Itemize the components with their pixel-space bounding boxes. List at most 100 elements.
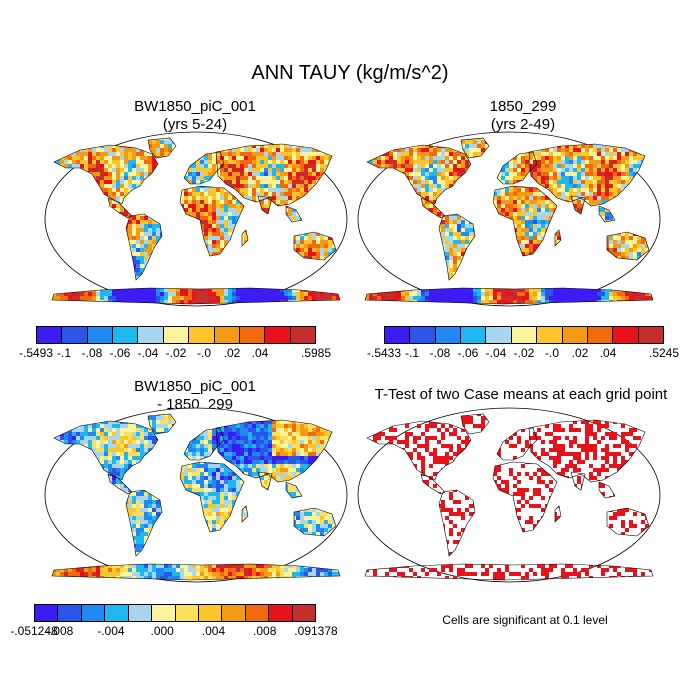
colorbar-tick-label: -.06 <box>457 346 479 360</box>
panel-title-control-line1: 1850_299 <box>489 98 557 115</box>
colorbar-swatch <box>385 327 411 343</box>
coastline-centralamerica <box>107 473 133 495</box>
coastline-greenland <box>460 137 490 159</box>
colorbar-tick-label: -.0 <box>196 346 212 360</box>
colorbar-tick-label: -.1 <box>56 346 72 360</box>
coastline-northamerica <box>53 420 159 481</box>
colorbar-swatch <box>269 605 293 621</box>
coastline-greenland <box>460 413 490 435</box>
colorbar-swatch <box>613 327 639 343</box>
coastline-northamerica <box>53 144 159 205</box>
colorbar-tick-label: -.008 <box>45 624 74 638</box>
colorbar-swatch <box>214 327 240 343</box>
coastline-southamerica <box>125 489 163 557</box>
colorbar-swatch <box>265 327 291 343</box>
coastline-india <box>570 471 586 491</box>
coastline-madagascar <box>554 229 562 247</box>
coastline-antarctica <box>51 287 341 305</box>
colorbar-swatch <box>239 327 266 343</box>
colorbar-swatch <box>152 605 176 621</box>
panel-title-control-line2: (yrs 2-49) <box>490 116 556 133</box>
coastline-europe <box>496 151 538 185</box>
map-control <box>357 131 661 307</box>
coastline-madagascar <box>554 505 562 523</box>
coastline-asia <box>528 143 646 207</box>
coastline-australia <box>606 231 650 261</box>
coastline-asia <box>215 143 333 207</box>
coastline-southamerica <box>125 213 163 281</box>
colorbar-swatch <box>37 327 63 343</box>
colorbar-swatch <box>58 605 82 621</box>
colorbar-tick-label: -.04 <box>137 346 159 360</box>
colorbar-swatch <box>245 605 270 621</box>
colorbar-swatch <box>105 605 129 621</box>
colorbar-swatch <box>113 327 139 343</box>
colorbar-tick-label: .008 <box>253 624 277 638</box>
coastline-greenland <box>147 413 177 435</box>
coastline-centralamerica <box>420 473 446 495</box>
colorbar-diff <box>34 604 316 622</box>
colorbar-swatch <box>562 327 588 343</box>
colorbar-tick-label: -.04 <box>485 346 507 360</box>
colorbar-swatch <box>292 605 316 621</box>
coastline-europe <box>183 151 225 185</box>
colorbar-swatch <box>175 605 199 621</box>
colorbar-tick-label: -.051248 <box>10 624 58 638</box>
colorbar-swatch <box>35 605 59 621</box>
colorbar-tick-label: -.02 <box>165 346 187 360</box>
coastline-antarctica <box>364 563 654 581</box>
coastline-australia <box>293 507 337 537</box>
colorbar-labels-control: -.5433 -.1 -.08 -.06 -.04 -.02 -.0 .02 .04 .5245 <box>367 346 679 362</box>
colorbar-swatch <box>138 327 164 343</box>
coastline-southamerica <box>438 213 476 281</box>
colorbar-swatch <box>87 327 114 343</box>
colorbar-tick-label: .02 <box>223 346 241 360</box>
colorbar-tick-label: -.0 <box>544 346 560 360</box>
coastline-seasia <box>598 481 616 499</box>
colorbar-tick-label: -.06 <box>109 346 131 360</box>
colorbar-swatch <box>587 327 614 343</box>
colorbar-tick-label: -.004 <box>97 624 125 638</box>
coastline-centralamerica <box>107 197 133 219</box>
colorbar-swatch <box>461 327 487 343</box>
panel-title-case-line2: (yrs 5-24) <box>162 116 228 133</box>
coastline-madagascar <box>241 505 249 523</box>
panel-title-diff-line1: BW1850_piC_001 <box>134 378 256 395</box>
coastline-africa <box>179 185 245 257</box>
coastline-india <box>570 195 586 215</box>
coastline-europe <box>496 427 538 461</box>
main-title: ANN TAUY (kg/m/s^2) <box>251 62 449 84</box>
coastline-asia <box>528 419 646 483</box>
colorbar-tick-label: .5985 <box>300 346 332 360</box>
colorbar-swatch <box>81 605 106 621</box>
coastline-india <box>257 195 273 215</box>
colorbar-labels-diff: -.051248 -.008 -.004 .000 .004 .008 .091378 <box>10 624 337 640</box>
colorbar-tick-label: -.02 <box>513 346 535 360</box>
map-case <box>44 131 348 307</box>
colorbar-tick-label: -.1 <box>404 346 420 360</box>
colorbar-swatch <box>189 327 215 343</box>
colorbar-tick-label: -.5433 <box>366 346 402 360</box>
colorbar-tick-label: .091378 <box>294 624 338 638</box>
coastline-greenland <box>147 137 177 159</box>
colorbar-tick-label: .04 <box>599 346 617 360</box>
coastline-africa <box>179 461 245 533</box>
colorbar-control <box>384 326 664 344</box>
ttest-note: Cells are significant at 0.1 level <box>442 613 608 627</box>
coastline-centralamerica <box>420 197 446 219</box>
colorbar-tick-label: -.5493 <box>18 346 54 360</box>
colorbar-tick-label: .04 <box>251 346 269 360</box>
panel-title-control: 1850_299 (yrs 2-49) <box>368 98 678 134</box>
coastline-europe <box>183 427 225 461</box>
coastline-seasia <box>285 481 303 499</box>
coastline-southamerica <box>438 489 476 557</box>
coastline-madagascar <box>241 229 249 247</box>
coastline-northamerica <box>366 420 472 481</box>
coastline-australia <box>293 231 337 261</box>
colorbar-tick-label: -.08 <box>81 346 103 360</box>
colorbar-swatch <box>290 327 315 343</box>
coastline-africa <box>492 185 558 257</box>
colorbar-tick-label: -.08 <box>429 346 451 360</box>
panel-title-case: BW1850_piC_001 (yrs 5-24) <box>40 98 350 134</box>
colorbar-labels-case: -.5493 -.1 -.08 -.06 -.04 -.02 -.0 .02 .04 .5985 <box>19 346 331 362</box>
